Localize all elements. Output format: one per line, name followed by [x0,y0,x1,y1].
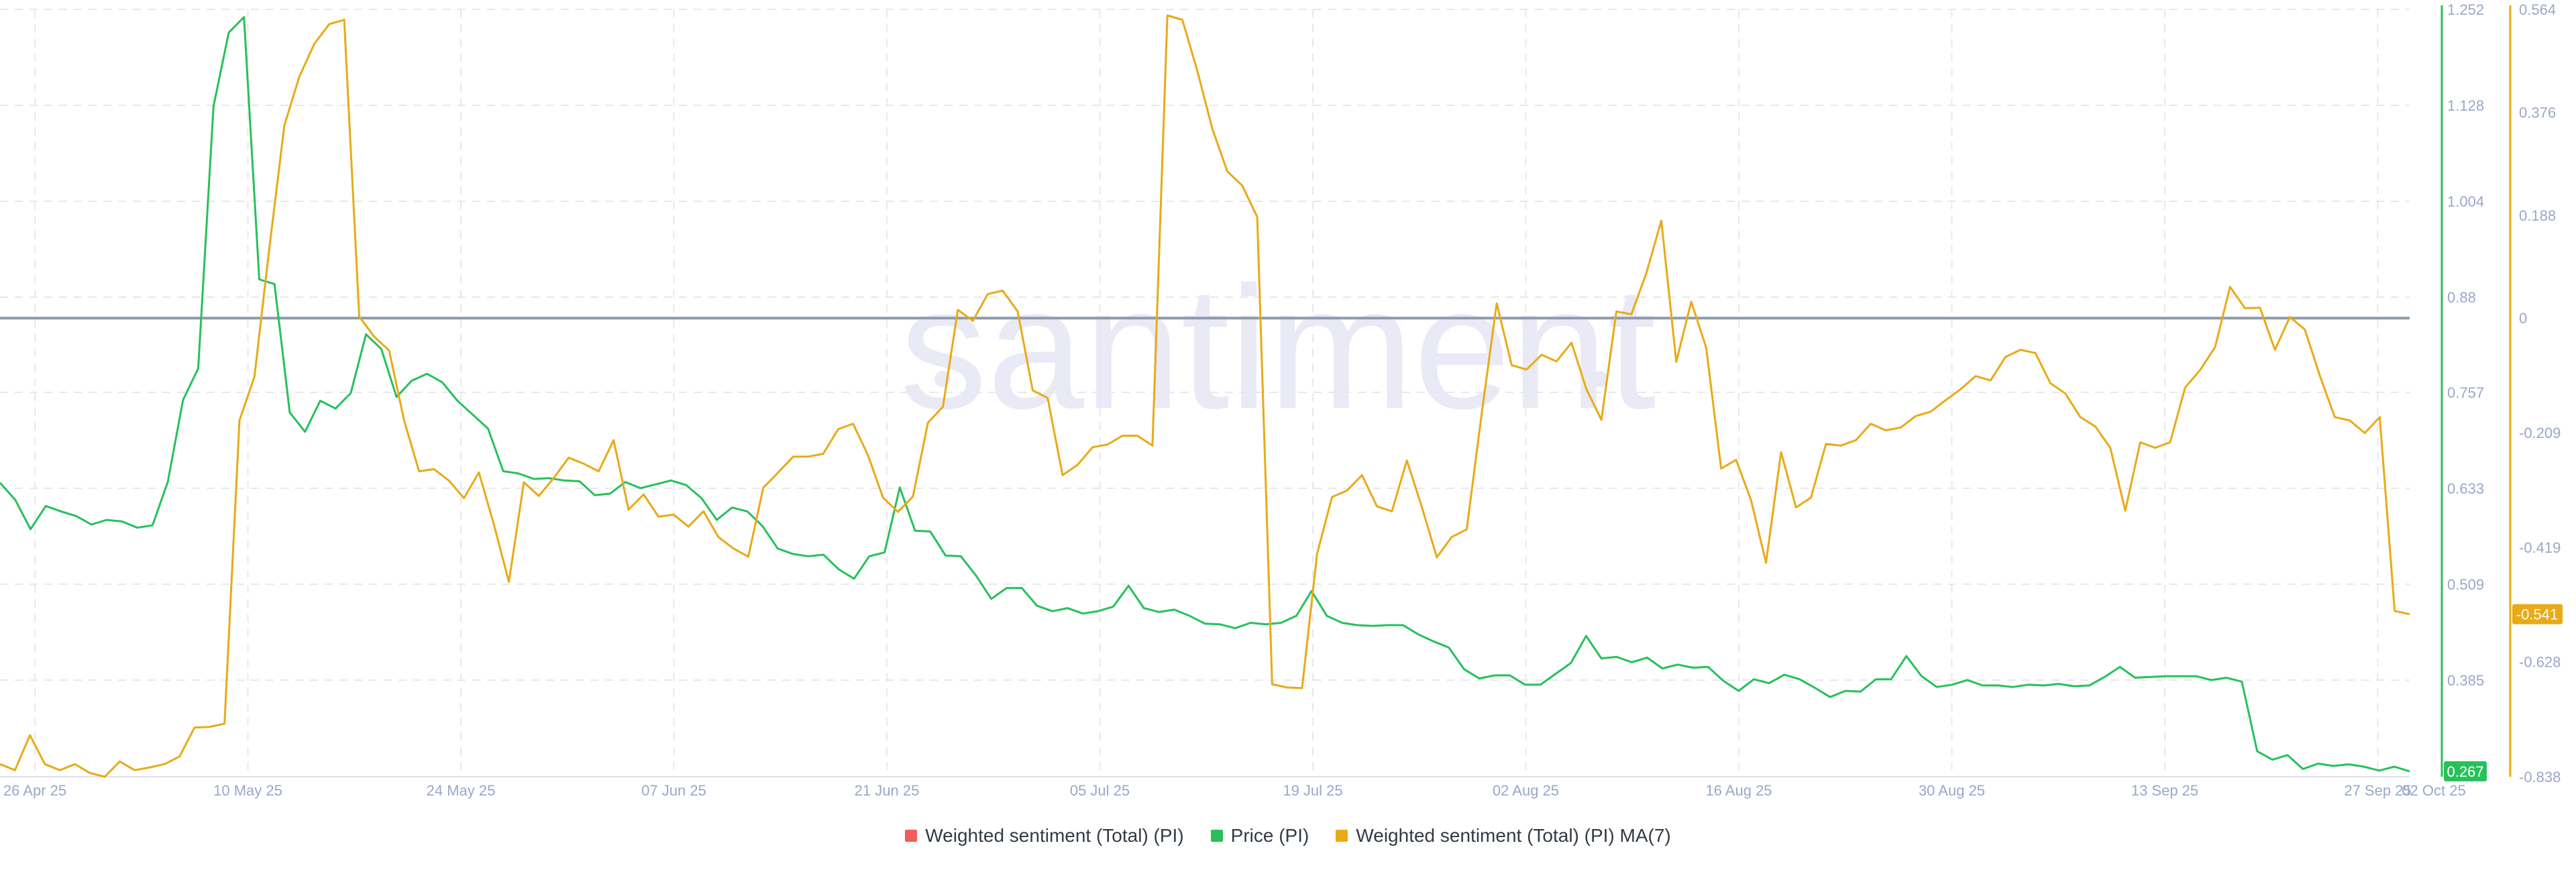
price-series-line [0,16,2410,773]
ma7-series-line [0,14,2410,778]
right-tick-label: -0.838 [2519,769,2561,785]
legend-label-ma7: Weighted sentiment (Total) (PI) MA(7) [1356,825,1671,846]
left-tick-label: 0.633 [2447,480,2484,497]
x-tick-label: 13 Sep 25 [2131,782,2198,799]
legend-item-ma7[interactable]: Weighted sentiment (Total) (PI) MA(7) [1336,825,1671,847]
x-tick-label: 24 May 25 [427,782,496,799]
x-tick-label: 05 Jul 25 [1070,782,1130,799]
series-layer [0,14,2410,778]
x-tick-label: 27 Sep 25 [2344,782,2411,799]
ma7-current-badge [2512,604,2563,624]
legend-swatch-price [1210,830,1223,842]
ma7-current-value: -0.541 [2516,606,2558,623]
x-tick-label: 19 Jul 25 [1283,782,1342,799]
left-tick-label: 0.385 [2447,672,2484,689]
x-tick-label: 07 Jun 25 [641,782,706,799]
legend: Weighted sentiment (Total) (PI) Price (P… [0,825,2576,847]
legend-item-price[interactable]: Price (PI) [1210,825,1309,847]
left-tick-label: 0.88 [2447,289,2476,306]
x-tick-label: 16 Aug 25 [1705,782,1772,799]
legend-label-price: Price (PI) [1230,825,1309,846]
right-tick-label: -0.628 [2519,654,2561,671]
legend-label-sentiment: Weighted sentiment (Total) (PI) [925,825,1184,846]
right-tick-label: -0.209 [2519,425,2561,441]
x-tick-label: 02 Aug 25 [1493,782,1559,799]
left-tick-label: 1.128 [2447,97,2484,114]
left-tick-label: 1.252 [2447,1,2484,18]
x-tick-label: 02 Oct 25 [2402,782,2465,799]
legend-item-sentiment[interactable]: Weighted sentiment (Total) (PI) [905,825,1184,847]
chart-svg: santiment 1.252 1.128 1.004 0.88 0.757 0.633 0… [0,1,2563,799]
x-tick-label: 10 May 25 [213,782,282,799]
right-tick-label: 0.564 [2519,1,2556,18]
watermark-dot [1592,371,1608,387]
left-tick-label: 1.004 [2447,193,2484,210]
x-axis: 26 Apr 25 10 May 25 24 May 25 07 Jun 25 21 J… [3,782,2466,799]
left-y-axis: 1.252 1.128 1.004 0.88 0.757 0.633 0.509 0.385 0… [2440,1,2487,781]
left-tick-label: 0.757 [2447,384,2484,401]
right-y-axis: 0.564 0.376 0.188 0 -0.209 -0.419 -0.628 -0.838… [2509,1,2563,785]
watermark: santiment [900,251,1656,445]
right-tick-label: 0.188 [2519,207,2556,224]
x-tick-label: 26 Apr 25 [3,782,66,799]
price-current-value: 0.267 [2447,763,2483,780]
right-tick-label: 0.376 [2519,104,2556,121]
right-tick-label: 0 [2519,310,2527,327]
legend-swatch-sentiment [905,830,918,842]
price-current-badge [2444,761,2487,781]
legend-swatch-ma7 [1336,830,1348,842]
x-tick-label: 30 Aug 25 [1919,782,1985,799]
right-tick-label: -0.419 [2519,539,2561,556]
left-tick-label: 0.509 [2447,576,2484,593]
x-tick-label: 21 Jun 25 [855,782,920,799]
grid [0,9,2410,777]
